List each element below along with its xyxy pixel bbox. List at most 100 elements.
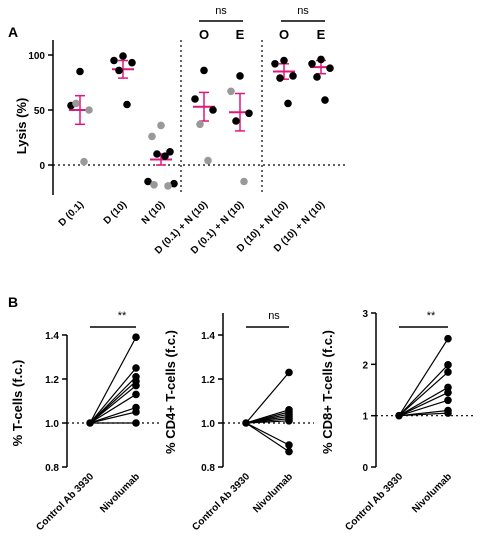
panel-b1-pair-line <box>89 407 137 424</box>
panel-a-group-label-e2: E <box>317 27 326 42</box>
panel-b2-sig-label: ns <box>268 310 280 322</box>
panel-b3-x-tick-label: Control Ab 3930 <box>343 471 405 533</box>
panel-b1-y-tick-label: 0.8 <box>45 463 59 474</box>
panel-a-data-point <box>76 67 84 76</box>
panel-b2-pair-line <box>245 422 290 453</box>
panel-a-data-point <box>200 66 208 75</box>
panel-a-data-point <box>191 95 199 103</box>
panel-b-chart-cd4-t-cells: % CD4+ T-cells (f.c.) 0.8 1.0 1.2 1.4 ns Contr… <box>163 310 314 533</box>
panel-a-data-point <box>196 120 204 129</box>
panel-b2-pair-line <box>245 422 290 446</box>
panel-b1-pair-line <box>89 385 137 424</box>
panel-a-group-label-e1: E <box>236 27 245 42</box>
panel-b-chart-cd8-t-cells: % CD8+ T-cells (f.c.) 0 1 2 3 ** Control Ab 39… <box>320 309 473 533</box>
panel-b1-data-point <box>132 408 140 416</box>
panel-a-y-tick-label: 50 <box>34 106 46 117</box>
panel-b1-y-title: % T-cells (f.c.) <box>10 360 25 447</box>
panel-b3-x-tick-label: Nivolumab <box>410 471 454 515</box>
panel-b3-pair-line <box>398 399 449 417</box>
panel-a-sig-label-2: ns <box>297 5 309 17</box>
panel-b2-x-tick-label: Nivolumab <box>251 471 295 515</box>
panel-b2-data-point <box>285 441 293 449</box>
panel-a-data-point <box>110 56 118 65</box>
panel-b3-y-tick-label: 1 <box>362 412 368 423</box>
panel-a-data-point <box>153 150 161 158</box>
panel-b1-control-point <box>86 419 94 427</box>
panel-b1-pair-line <box>89 336 137 424</box>
panel-a-data-point <box>326 64 334 72</box>
panel-b2-data-point <box>285 368 293 377</box>
panel-b1-pair-line <box>89 411 137 424</box>
panel-a-data-point <box>119 52 127 60</box>
panel-b2-y-tick-label: 1.0 <box>201 419 215 430</box>
panel-b3-y-tick-label: 3 <box>362 309 368 320</box>
panel-a-data-point <box>170 179 178 188</box>
panel-a-data-point <box>72 99 80 108</box>
panel-a-data-point <box>313 73 321 81</box>
panel-a-x-tick-label: D (0.1) <box>57 199 86 228</box>
panel-a-data-point <box>232 117 240 125</box>
panel-a-data-point <box>245 109 253 118</box>
panel-a-chart: Lysis (%) 0 50 100 ns ns O E O E D (0.1) D … <box>14 5 345 256</box>
panel-b3-pair-line <box>398 386 449 417</box>
panel-b3-pair-line <box>398 412 449 417</box>
panel-a-data-point <box>227 87 235 96</box>
panel-b3-data-point <box>444 361 452 369</box>
panel-b3-data-point <box>444 368 452 376</box>
panel-a-group-label-o2: O <box>279 27 289 42</box>
panel-b3-pair-line <box>398 371 449 417</box>
panel-a-data-point <box>317 55 325 64</box>
panel-a-data-point <box>166 148 174 156</box>
panel-a-data-point <box>240 177 248 186</box>
panel-b2-control-point <box>242 419 250 427</box>
panel-a-x-tick-label: N (10) <box>140 199 167 226</box>
panel-a-data-point <box>280 56 288 65</box>
panel-b1-y-tick-label: 1.2 <box>45 375 59 386</box>
panel-b2-data-point <box>285 417 293 425</box>
panel-a-data-point <box>123 100 131 109</box>
panel-a-y-title: Lysis (%) <box>14 98 29 155</box>
panel-b1-y-tick-label: 1.0 <box>45 419 59 430</box>
panel-b3-sig-label: ** <box>427 310 436 322</box>
panel-b1-data-point <box>132 419 140 427</box>
panel-b2-y-title: % CD4+ T-cells (f.c.) <box>163 330 178 454</box>
panel-b2-y-tick-label: 0.8 <box>201 463 215 474</box>
panel-a-data-point <box>150 181 158 189</box>
panel-b1-x-tick-label: Control Ab 3930 <box>34 471 96 533</box>
panel-a-data-point <box>157 121 165 130</box>
panel-a-data-point <box>144 177 152 186</box>
panel-b1-data-point <box>132 364 140 372</box>
panel-a-data-point <box>148 132 156 141</box>
panel-a-data-point <box>308 60 316 68</box>
panel-b1-sig-label: ** <box>118 310 127 322</box>
panel-b3-y-title: % CD8+ T-cells (f.c.) <box>320 330 335 454</box>
panel-a-data-point <box>161 152 169 160</box>
panel-a-data-point <box>236 72 244 80</box>
panel-b3-y-tick-label: 2 <box>362 360 368 371</box>
panel-b2-pair-line <box>245 420 290 424</box>
panel-b2-x-tick-label: Control Ab 3930 <box>190 471 252 533</box>
panel-b3-data-point <box>444 388 452 397</box>
panel-a-data-point <box>115 66 123 75</box>
panel-b2-data-point <box>285 447 293 456</box>
panel-a-data-point <box>271 60 279 68</box>
panel-a-data-point <box>80 157 88 166</box>
panel-b3-data-point <box>444 409 452 417</box>
panel-a-sig-label-1: ns <box>215 5 227 17</box>
panel-a-data-point <box>204 156 212 165</box>
panel-b2-y-tick-label: 1.4 <box>201 331 215 342</box>
panel-a-data-point <box>85 106 93 114</box>
panel-b3-y-tick-label: 0 <box>362 463 368 474</box>
panel-b-chart-t-cells: % T-cells (f.c.) 0.8 1.0 1.2 1.4 ** Control Ab… <box>10 310 161 533</box>
panel-b1-data-point <box>132 381 140 390</box>
panel-a-x-tick-label: D (10) <box>102 199 129 226</box>
panel-a-data-point <box>276 74 284 82</box>
panel-a-data-point <box>128 58 136 67</box>
panel-a-data-point <box>321 96 329 104</box>
panel-b2-pair-line <box>245 372 290 424</box>
panel-label-b: B <box>8 294 18 310</box>
panel-b3-pair-line <box>398 364 449 417</box>
panel-b1-pair-line <box>89 393 137 424</box>
panel-b3-pair-line <box>398 392 449 417</box>
